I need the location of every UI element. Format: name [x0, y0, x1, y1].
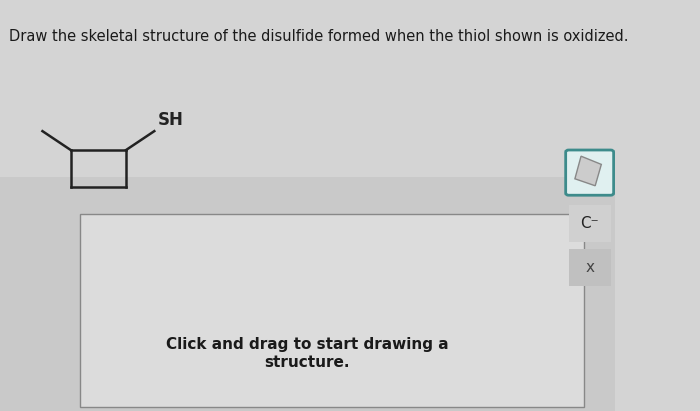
Text: x: x — [585, 260, 594, 275]
FancyBboxPatch shape — [0, 0, 615, 177]
Text: Click and drag to start drawing a
structure.: Click and drag to start drawing a struct… — [166, 337, 449, 369]
Text: Draw the skeletal structure of the disulfide formed when the thiol shown is oxid: Draw the skeletal structure of the disul… — [9, 29, 629, 44]
FancyBboxPatch shape — [568, 206, 610, 242]
FancyBboxPatch shape — [568, 249, 610, 286]
Polygon shape — [575, 156, 601, 186]
FancyBboxPatch shape — [566, 150, 614, 195]
Text: C⁻: C⁻ — [580, 217, 599, 231]
Text: SH: SH — [158, 111, 183, 129]
FancyBboxPatch shape — [0, 177, 615, 411]
FancyBboxPatch shape — [80, 214, 584, 407]
